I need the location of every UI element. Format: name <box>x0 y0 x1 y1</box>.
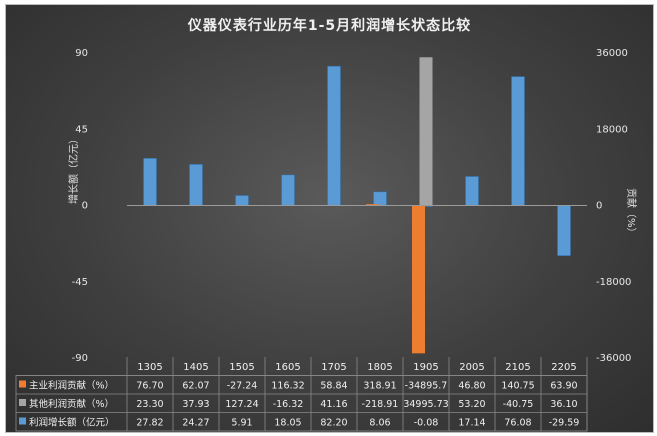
data-value-label: 58.84 <box>320 381 347 392</box>
category-label: 1505 <box>229 362 254 373</box>
data-value-label: 5.91 <box>231 418 252 429</box>
data-value-label: 76.08 <box>504 418 531 429</box>
y-tick-label-left: -90 <box>72 353 88 364</box>
bar-profit-growth <box>465 176 479 206</box>
bar-profit-growth <box>511 76 525 206</box>
data-value-label: 27.82 <box>136 418 163 429</box>
data-value-label: 36.10 <box>550 399 577 410</box>
y-tick-label-right: -36000 <box>596 353 631 364</box>
category-label: 1305 <box>137 362 162 373</box>
data-value-label: 24.27 <box>182 418 209 429</box>
bar-profit-growth <box>235 195 249 206</box>
data-value-label: -29.59 <box>549 418 580 429</box>
chart-title: 仪器仪表行业历年1-5月利润增长状态比较 <box>187 18 472 34</box>
legend-label: 其他利润贡献（%） <box>29 398 114 410</box>
y-tick-label-right: 0 <box>596 201 602 212</box>
bar-profit-growth <box>143 158 157 206</box>
bar-other-profit-contribution <box>419 57 433 206</box>
legend-key <box>19 399 26 406</box>
y-tick-label-right: 18000 <box>596 124 628 135</box>
y-tick-label-left: 0 <box>82 201 88 212</box>
data-value-label: 18.05 <box>274 418 301 429</box>
data-value-label: 41.16 <box>320 399 347 410</box>
legend-label: 主业利润贡献（%） <box>29 380 114 392</box>
data-value-label: 63.90 <box>550 381 577 392</box>
data-value-label: 46.80 <box>458 381 485 392</box>
category-label: 2105 <box>505 362 530 373</box>
category-label: 1405 <box>183 362 208 373</box>
data-value-label: 116.32 <box>271 381 304 392</box>
y-tick-label-left: -45 <box>72 277 88 288</box>
bar-profit-growth <box>189 164 203 206</box>
data-value-label: 53.20 <box>458 399 485 410</box>
legend-label: 利润增长额（亿元） <box>29 417 115 429</box>
legend-key <box>19 417 26 425</box>
bar-profit-growth <box>557 205 571 256</box>
y-tick-label-left: 45 <box>75 124 88 135</box>
bar-profit-growth <box>281 174 295 206</box>
data-value-label: -27.24 <box>227 381 258 392</box>
data-value-label: 17.14 <box>458 418 485 429</box>
y-tick-label-right: -18000 <box>596 277 631 288</box>
data-value-label: 318.91 <box>363 381 396 392</box>
category-label: 1905 <box>413 362 438 373</box>
y-tick-label-right: 36000 <box>596 48 628 59</box>
data-value-label: 76.70 <box>136 381 163 392</box>
bar-main-profit-contribution <box>366 204 379 206</box>
data-value-label: -16.32 <box>273 399 304 410</box>
category-label: 1605 <box>275 362 300 373</box>
category-label: 1805 <box>367 362 392 373</box>
bar-main-profit-contribution <box>412 205 425 354</box>
bar-profit-growth <box>327 65 341 206</box>
data-value-label: 127.24 <box>225 399 258 410</box>
category-label: 1705 <box>321 362 346 373</box>
data-value-label: -218.91 <box>362 399 399 410</box>
y-tick-label-left: 90 <box>75 48 88 59</box>
data-value-label: 23.30 <box>136 399 163 410</box>
data-value-label: 34995.73 <box>403 399 448 410</box>
data-value-label: 140.75 <box>501 381 534 392</box>
data-value-label: -34895.7 <box>405 381 448 392</box>
bar-profit-growth <box>373 191 387 206</box>
category-label: 2005 <box>459 362 484 373</box>
data-value-label: -0.08 <box>414 418 439 429</box>
category-label: 2205 <box>551 362 576 373</box>
legend-key <box>19 380 26 388</box>
data-value-label: 8.06 <box>369 418 390 429</box>
data-value-label: 62.07 <box>182 381 209 392</box>
data-value-label: 82.20 <box>320 418 347 429</box>
data-value-label: -40.75 <box>503 399 534 410</box>
data-value-label: 37.93 <box>182 399 209 410</box>
